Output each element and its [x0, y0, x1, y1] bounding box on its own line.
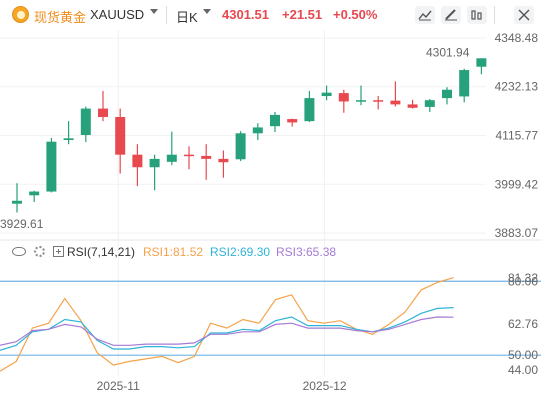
candle-body — [459, 70, 470, 97]
candle-body — [12, 200, 22, 204]
divider — [166, 6, 167, 24]
rsi1-value: RSI1:81.52 — [143, 245, 204, 259]
gear-icon[interactable] — [34, 246, 45, 257]
eye-icon[interactable] — [12, 247, 26, 256]
rsi2-value: RSI2:69.30 — [210, 245, 271, 259]
candle-body — [46, 141, 57, 192]
low-price-label: 3929.61 — [0, 217, 44, 231]
candle-body — [63, 138, 74, 141]
candle-body — [304, 98, 315, 122]
gold-coin-icon — [12, 6, 29, 23]
y-tick-label: 3999.42 — [495, 177, 539, 191]
candle-body — [218, 158, 229, 163]
candle-body — [270, 114, 280, 127]
chevron-down-icon[interactable] — [150, 9, 158, 14]
collapse-icon[interactable] — [53, 246, 64, 257]
candle-body — [149, 158, 160, 168]
candle-body — [407, 104, 418, 108]
rsi-tick-label: 62.76 — [508, 317, 538, 331]
top-bar: 现货黄金 XAUUSD 日K 4301.51 +21.51 +0.50% — [0, 0, 541, 30]
y-tick-label: 4348.48 — [495, 31, 539, 45]
rsi3-value: RSI3:65.38 — [276, 245, 337, 259]
candle-body — [115, 116, 126, 155]
period-chevron-down-icon[interactable] — [203, 9, 211, 14]
fullscreen-icon[interactable] — [514, 6, 534, 24]
y-tick-label: 4115.77 — [496, 129, 539, 143]
divider — [494, 6, 495, 24]
candle-body — [390, 100, 401, 105]
candle-body — [442, 89, 452, 99]
candle-body — [235, 133, 246, 160]
rsi-series-line — [0, 307, 454, 351]
candle-body — [424, 100, 435, 107]
candle-body — [252, 127, 263, 134]
candle-body — [29, 191, 40, 196]
y-tick-label: 4232.13 — [495, 80, 539, 94]
last-price-label: 4301.94 — [426, 45, 470, 59]
symbol-code[interactable]: XAUUSD — [90, 7, 145, 22]
candle-body — [184, 154, 194, 157]
period-selector[interactable]: 日K — [176, 10, 198, 25]
candle-body — [132, 154, 143, 168]
candle-body — [201, 155, 212, 159]
layers-icon[interactable] — [467, 6, 487, 24]
rsi-level-label: 50.00 — [508, 348, 538, 362]
y-tick-label: 3883.07 — [495, 226, 539, 240]
price-change: +21.51 — [282, 7, 323, 22]
rsi-title: RSI(7,14,21) — [67, 245, 136, 259]
candle-body — [166, 154, 177, 162]
symbol-name[interactable]: 现货黄金 — [34, 10, 87, 25]
candle-body — [321, 92, 332, 97]
rsi-series-line — [0, 316, 454, 346]
last-price: 4301.51 — [222, 7, 269, 22]
candle-body — [98, 108, 108, 117]
candle-body — [373, 100, 384, 102]
rsi-tick-label: 44.00 — [508, 363, 538, 377]
candle-body — [287, 119, 298, 123]
candle-body — [356, 100, 366, 102]
chart-line-icon[interactable] — [415, 6, 435, 24]
candle-body — [338, 93, 349, 102]
rsi-level-label: 80.00 — [508, 274, 538, 288]
candle-body — [80, 108, 91, 135]
candle-body — [476, 58, 487, 67]
pen-icon[interactable] — [441, 6, 461, 24]
rsi-tick-label: 81.32 — [508, 271, 538, 285]
price-change-percent: +0.50% — [333, 7, 378, 22]
x-tick-label: 2025-12 — [303, 379, 347, 393]
x-tick-label: 2025-11 — [97, 379, 140, 393]
